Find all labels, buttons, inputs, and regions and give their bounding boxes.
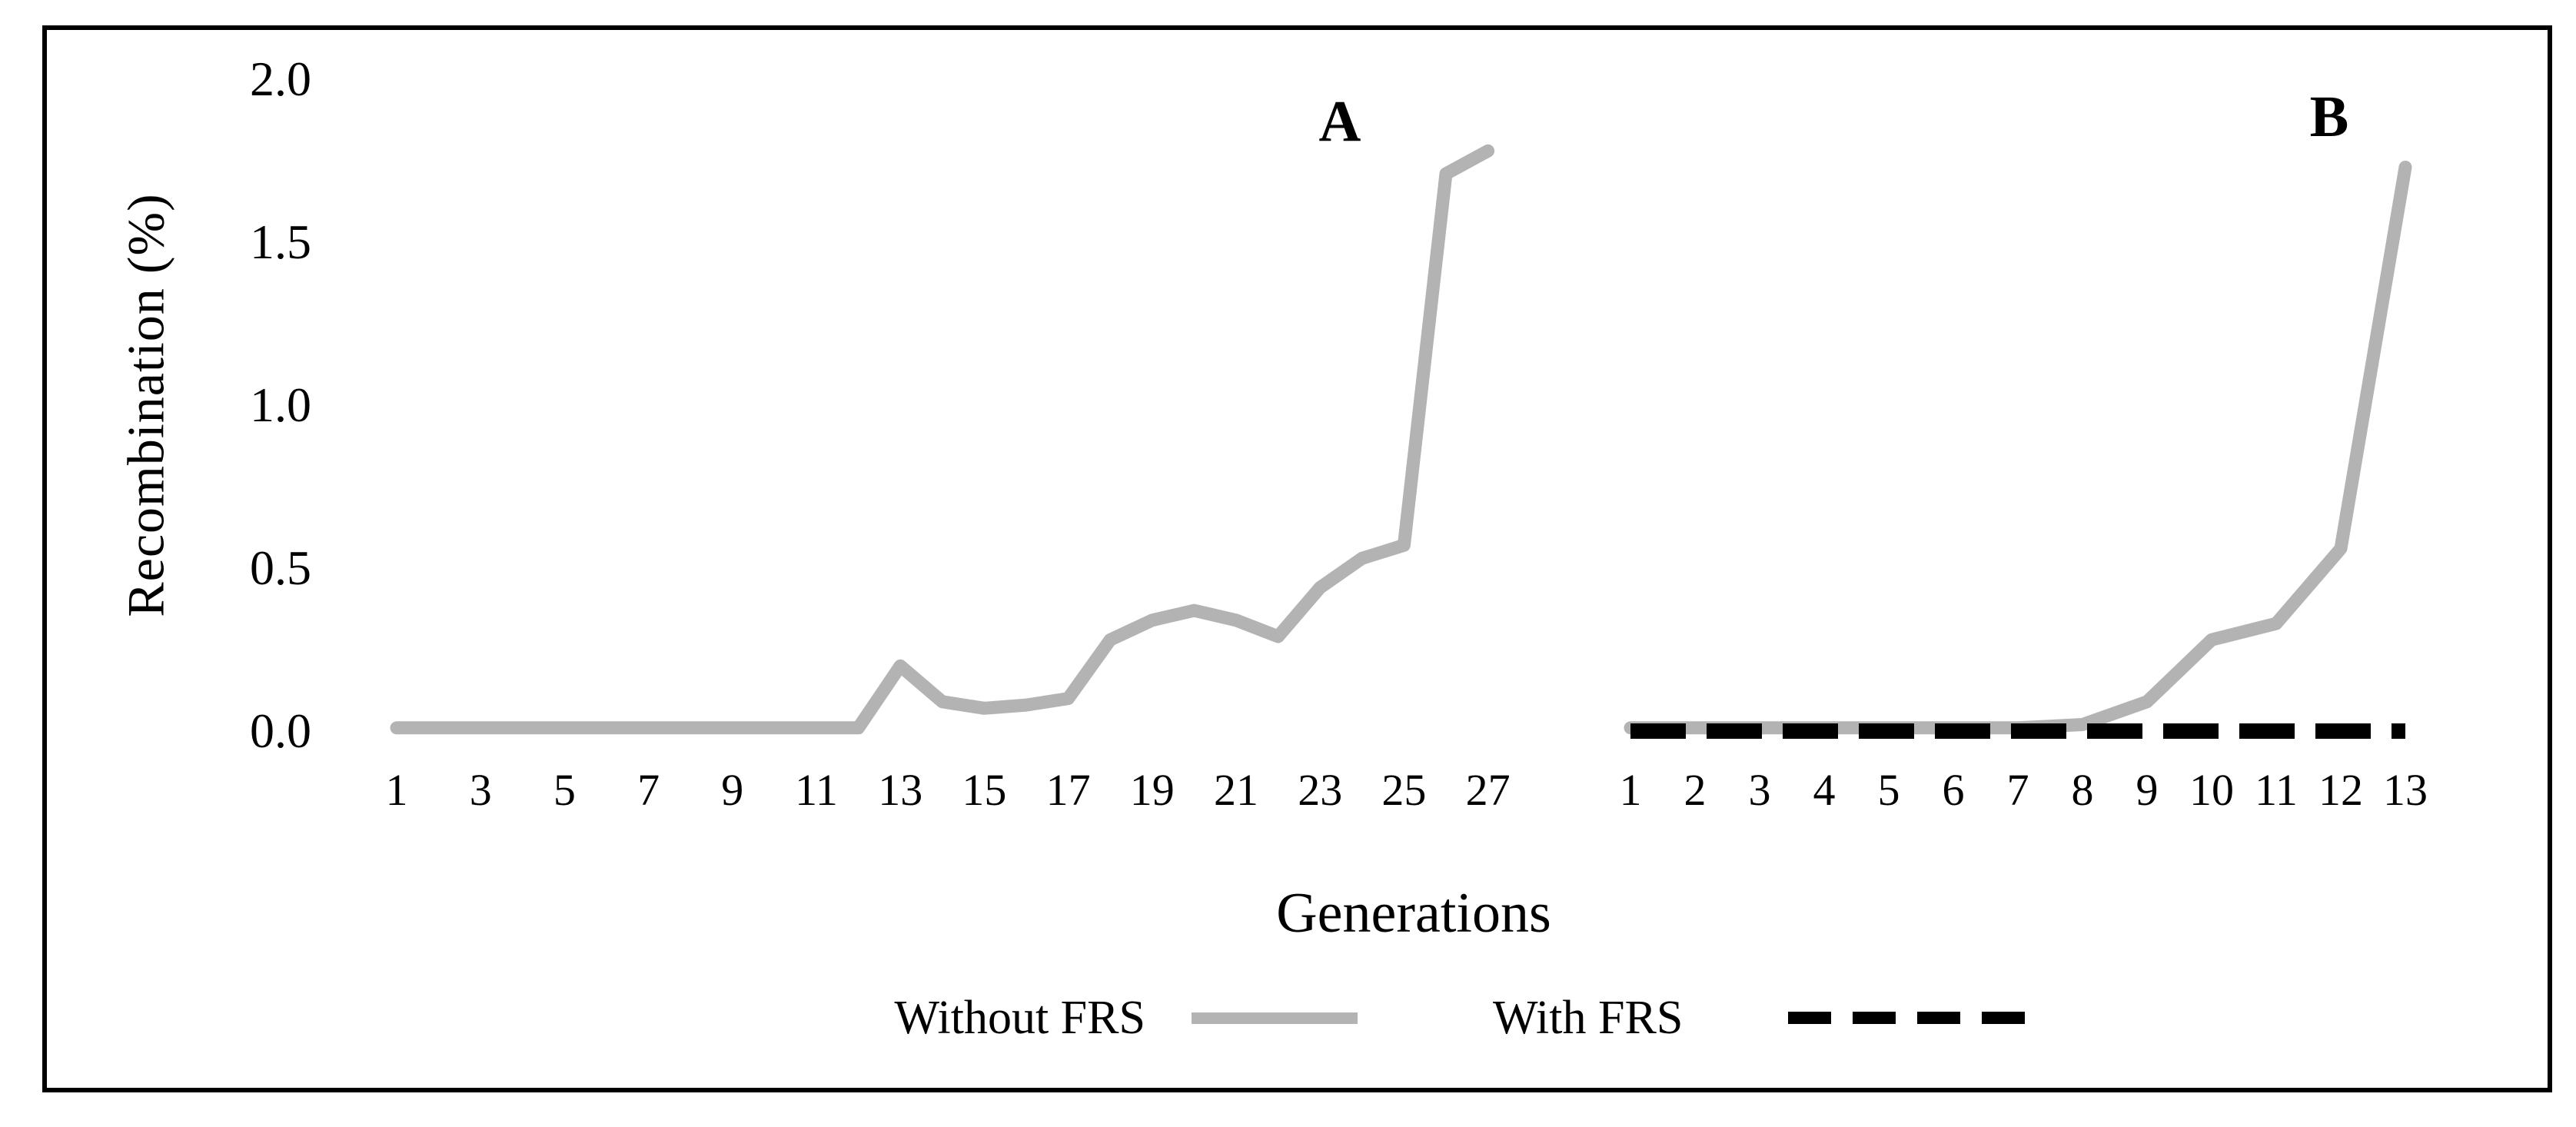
x-tick-label-panel-a: 11 xyxy=(795,765,838,815)
x-tick-label-panel-b: 2 xyxy=(1684,765,1707,815)
y-tick-label: 1.5 xyxy=(250,214,311,269)
x-tick-label-panel-a: 27 xyxy=(1465,765,1511,815)
legend-label-without-frs: Without FRS xyxy=(894,992,1145,1044)
x-axis-title: Generations xyxy=(1276,882,1551,945)
x-tick-label-panel-b: 8 xyxy=(2071,765,2094,815)
x-tick-label-panel-b: 5 xyxy=(1877,765,1900,815)
chart-lines xyxy=(390,144,2412,739)
x-tick-label-panel-b: 1 xyxy=(1619,765,1642,815)
x-tick-label-panel-b: 13 xyxy=(2383,765,2428,815)
x-tick-label-panel-a: 23 xyxy=(1298,765,1343,815)
series-line-without-frs-panel-b xyxy=(1624,161,2412,735)
x-tick-label-panel-b: 10 xyxy=(2189,765,2234,815)
legend-label-with-frs: With FRS xyxy=(1493,992,1684,1044)
y-tick-label: 1.0 xyxy=(250,377,311,432)
legend-dashed-line-swatch xyxy=(1788,1012,2025,1024)
y-tick-label: 0.5 xyxy=(250,540,311,595)
x-tick-label-panel-a: 25 xyxy=(1381,765,1427,815)
x-tick-label-panel-a: 3 xyxy=(469,765,492,815)
x-tick-label-panel-a: 15 xyxy=(962,765,1007,815)
x-tick-label-panel-b: 6 xyxy=(1942,765,1965,815)
legend-solid-line-swatch xyxy=(1192,1012,1358,1024)
x-tick-label-panel-b: 7 xyxy=(2006,765,2029,815)
x-tick-label-panel-a: 9 xyxy=(721,765,744,815)
x-tick-label-panel-a: 1 xyxy=(385,765,408,815)
panel-a-label: A xyxy=(1318,89,1361,154)
x-tick-label-panel-b: 11 xyxy=(2255,765,2298,815)
figure-border-box xyxy=(42,25,2552,1092)
y-tick-label: 0.0 xyxy=(250,703,311,758)
x-tick-label-panel-a: 13 xyxy=(878,765,923,815)
panel-b-label: B xyxy=(2309,85,2349,149)
x-tick-label-panel-a: 21 xyxy=(1214,765,1258,815)
x-tick-label-panel-a: 7 xyxy=(637,765,660,815)
y-tick-label: 2.0 xyxy=(250,52,311,106)
x-tick-label-panel-b: 9 xyxy=(2136,765,2159,815)
series-line-without-frs-panel-a xyxy=(390,144,1495,735)
x-tick-label-panel-a: 5 xyxy=(553,765,576,815)
y-axis-title: Recombination (%) xyxy=(116,193,175,617)
x-tick-label-panel-b: 4 xyxy=(1813,765,1836,815)
x-tick-label-panel-a: 17 xyxy=(1045,765,1091,815)
x-tick-label-panel-a: 19 xyxy=(1129,765,1175,815)
x-tick-label-panel-b: 3 xyxy=(1748,765,1771,815)
x-tick-label-panel-b: 12 xyxy=(2318,765,2363,815)
